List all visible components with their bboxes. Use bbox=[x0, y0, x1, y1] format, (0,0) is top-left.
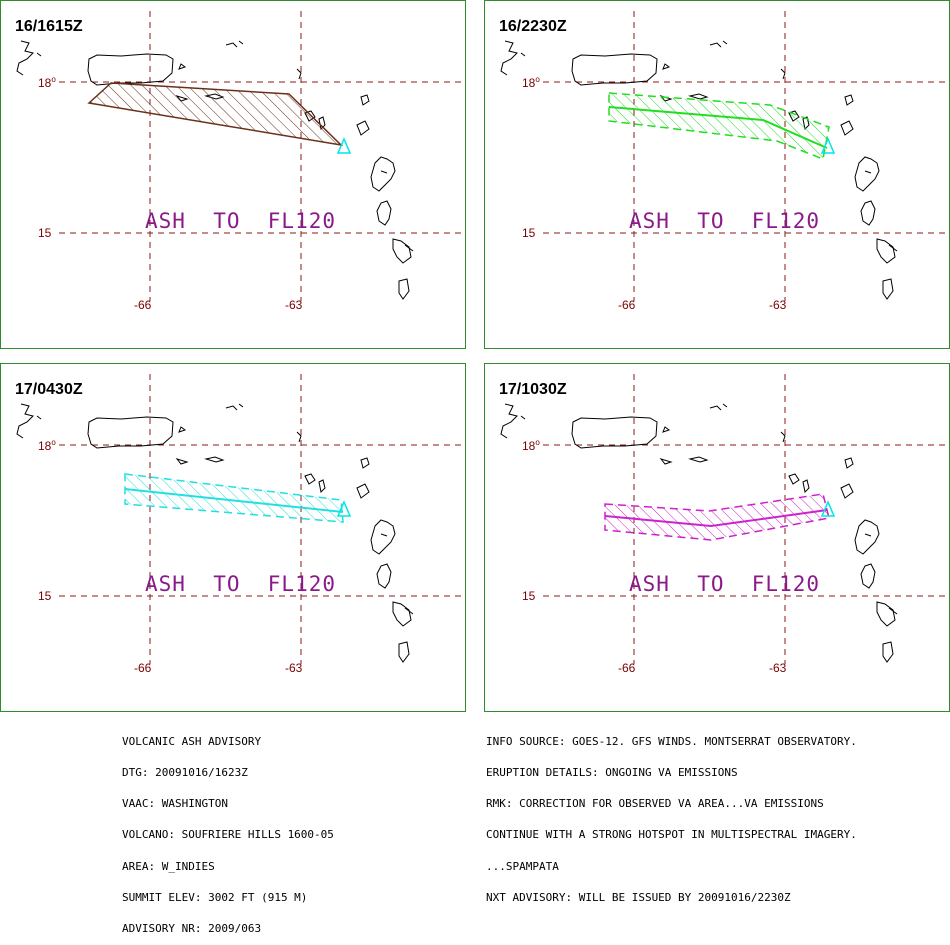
panel-time: 16/2230Z bbox=[499, 18, 567, 35]
advisory-line: VOLCANIC ASH ADVISORY bbox=[122, 734, 262, 748]
lat-label-15: 15 bbox=[522, 226, 536, 240]
volcano-marker bbox=[336, 500, 352, 517]
advisory-line: INFO SOURCE: GOES-12. GFS WINDS. MONTSER… bbox=[486, 734, 857, 748]
lon-label-63: -63 bbox=[769, 298, 787, 312]
map-panel-4: 17/1030Z ASH TO FL120 18o 15 -66 -63 bbox=[484, 363, 950, 712]
volcano-marker bbox=[336, 137, 352, 154]
map-canvas bbox=[500, 10, 949, 302]
map-panel-2: 16/2230Z ASH TO FL120 18o 15 -66 -63 bbox=[484, 0, 950, 349]
lat-label-18: 18o bbox=[522, 75, 540, 90]
ash-area bbox=[87, 82, 344, 147]
lat-label-18: 18o bbox=[38, 438, 56, 453]
ash-area bbox=[604, 493, 830, 541]
advisory-line: ADVISORY NR: 2009/063 bbox=[122, 922, 262, 936]
lon-label-66: -66 bbox=[618, 298, 636, 312]
lat-label-18: 18o bbox=[38, 75, 56, 90]
volcano-marker bbox=[820, 500, 836, 517]
lat-label-15: 15 bbox=[38, 226, 52, 240]
lat-label-15: 15 bbox=[522, 589, 536, 603]
panel-time: 16/1615Z bbox=[15, 18, 83, 35]
lon-label-63: -63 bbox=[285, 298, 303, 312]
volcano-marker bbox=[820, 137, 836, 154]
ash-area bbox=[608, 92, 830, 161]
advisory-line: ERUPTION DETAILS: ONGOING VA EMISSIONS bbox=[486, 766, 738, 780]
advisory-line: RMK: CORRECTION FOR OBSERVED VA AREA...V… bbox=[486, 797, 824, 811]
ash-label: ASH TO FL120 bbox=[145, 572, 337, 596]
ash-axis-line bbox=[608, 106, 828, 149]
map-panel-1: 16/1615Z ASH TO FL120 18o 15 -66 -63 bbox=[0, 0, 466, 349]
advisory-line: VOLCANO: SOUFRIERE HILLS 1600-05 bbox=[122, 828, 334, 842]
panel-time: 17/0430Z bbox=[15, 381, 83, 398]
map-canvas bbox=[500, 373, 949, 665]
advisory-line: AREA: W_INDIES bbox=[122, 859, 215, 873]
advisory-line: CONTINUE WITH A STRONG HOTSPOT IN MULTIS… bbox=[486, 828, 857, 842]
ash-label: ASH TO FL120 bbox=[629, 209, 821, 233]
advisory-line: NXT ADVISORY: WILL BE ISSUED BY 20091016… bbox=[486, 890, 791, 904]
advisory-header-block: VOLCANIC ASH ADVISORY DTG: 20091016/1623… bbox=[122, 716, 334, 945]
lon-label-66: -66 bbox=[618, 661, 636, 675]
lon-label-66: -66 bbox=[134, 298, 152, 312]
ash-axis-line bbox=[124, 488, 344, 513]
advisory-details-block: INFO SOURCE: GOES-12. GFS WINDS. MONTSER… bbox=[486, 716, 857, 914]
map-panel-3: 17/0430Z ASH TO FL120 18o 15 -66 -63 bbox=[0, 363, 466, 712]
ash-axis-line bbox=[604, 509, 828, 528]
panel-time: 17/1030Z bbox=[499, 381, 567, 398]
lon-label-63: -63 bbox=[769, 661, 787, 675]
lat-label-15: 15 bbox=[38, 589, 52, 603]
lat-label-18: 18o bbox=[522, 438, 540, 453]
advisory-line: SUMMIT ELEV: 3002 FT (915 M) bbox=[122, 890, 308, 904]
lon-label-63: -63 bbox=[285, 661, 303, 675]
ash-area bbox=[124, 473, 344, 523]
ash-label: ASH TO FL120 bbox=[145, 209, 337, 233]
advisory-line: ...SPAMPATA bbox=[486, 859, 559, 873]
map-canvas bbox=[16, 373, 465, 665]
ash-label: ASH TO FL120 bbox=[629, 572, 821, 596]
advisory-line: VAAC: WASHINGTON bbox=[122, 797, 228, 811]
map-canvas bbox=[16, 10, 465, 302]
lon-label-66: -66 bbox=[134, 661, 152, 675]
advisory-line: DTG: 20091016/1623Z bbox=[122, 766, 248, 780]
